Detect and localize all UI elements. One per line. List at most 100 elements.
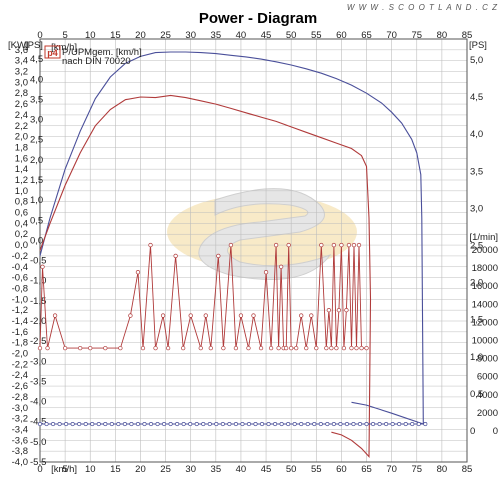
y-tick-kw: 0,2 <box>15 229 28 240</box>
baseline-point <box>162 421 167 427</box>
y-tick-ps-left: 0,0 <box>30 235 43 246</box>
rpm-point <box>359 345 364 351</box>
y-tick-ps-right: 0 <box>470 426 475 437</box>
rpm-point <box>304 345 309 351</box>
x-tick-top: 65 <box>361 30 372 41</box>
baseline-point <box>299 421 304 427</box>
rpm-point <box>188 313 193 318</box>
rpm-point <box>208 345 213 351</box>
x-tick-top: 55 <box>311 30 322 41</box>
x-tick-bottom: 20 <box>135 464 146 475</box>
chart-axes: 0055101015152020252530303535404045455050… <box>8 30 498 475</box>
y-tick-kw: -2,0 <box>12 349 28 360</box>
x-tick-top: 75 <box>411 30 422 41</box>
rpm-point <box>286 242 291 248</box>
rpm-point <box>263 270 269 275</box>
rpm-point <box>268 345 274 351</box>
rpm-point <box>198 345 203 351</box>
y-tick-ps-left: 2,5 <box>30 135 43 146</box>
y-tick-kw: -0,6 <box>12 273 28 284</box>
rpm-point <box>331 242 337 248</box>
baseline-point <box>227 421 232 427</box>
baseline-point <box>331 421 336 427</box>
baseline-point <box>233 421 238 427</box>
rpm-point <box>148 242 153 248</box>
rpm-point <box>233 345 239 351</box>
rpm-point <box>336 308 342 313</box>
x-tick-bottom: 35 <box>211 464 222 475</box>
x-tick-bottom: 15 <box>110 464 121 475</box>
rpm-point <box>326 308 332 313</box>
rpm-point <box>289 345 294 351</box>
x-tick-top: 50 <box>286 30 297 41</box>
baseline-point <box>122 421 127 427</box>
chart-series <box>37 51 428 459</box>
rpm-point <box>118 345 123 351</box>
baseline-point <box>116 421 121 427</box>
rpm-point <box>181 345 186 351</box>
x-tick-top: 45 <box>261 30 272 41</box>
y-tick-ps-left: 2,0 <box>30 155 43 166</box>
x-tick-top: 5 <box>62 30 67 41</box>
rpm-point <box>251 313 256 318</box>
x-tick-bottom: 85 <box>462 464 473 475</box>
y-tick-ps-left: -2,0 <box>30 316 46 327</box>
x-tick-bottom: 65 <box>361 464 372 475</box>
x-tick-bottom: 50 <box>286 464 297 475</box>
y-tick-kw: 1,6 <box>15 153 28 164</box>
rpm-point <box>52 313 58 318</box>
y-tick-kw: 3,6 <box>15 45 28 56</box>
rpm-point <box>140 345 146 351</box>
rpm-point <box>273 242 279 248</box>
rpm-point <box>88 345 93 351</box>
baseline-point <box>253 421 258 427</box>
y-tick-kw: 1,4 <box>15 164 28 175</box>
rpm-point <box>246 345 251 351</box>
y-tick-kw: 1,8 <box>15 142 28 153</box>
baseline-point <box>384 421 389 427</box>
rpm-point <box>314 345 319 351</box>
rpm-point <box>203 313 208 318</box>
baseline-point <box>103 421 108 427</box>
baseline-point <box>201 421 206 427</box>
y-tick-ps-left: 4,0 <box>30 74 43 85</box>
rpm-point <box>276 345 281 351</box>
baseline-point <box>305 421 310 427</box>
y-tick-ps-left: -1,0 <box>30 276 46 287</box>
rpm-point <box>228 242 234 248</box>
y-tick-ps-right: 1,5 <box>470 315 483 326</box>
baseline-point <box>371 421 376 427</box>
baseline-point <box>214 421 219 427</box>
series-line-blue <box>39 51 424 425</box>
x-tick-bottom: 25 <box>160 464 171 475</box>
y-tick-kw: 2,0 <box>15 132 28 143</box>
baseline-point <box>51 421 56 427</box>
rpm-point <box>153 345 158 351</box>
rpm-point <box>40 264 45 269</box>
y-tick-kw: -3,8 <box>12 446 28 457</box>
y-tick-kw: 2,6 <box>15 99 28 110</box>
x-tick-top: 25 <box>160 30 171 41</box>
y-tick-kw: -0,8 <box>12 283 28 294</box>
y-tick-rpm: 20000 <box>472 245 498 256</box>
baseline-point <box>37 421 43 427</box>
rpm-point <box>309 313 314 318</box>
x-tick-top: 70 <box>386 30 397 41</box>
x-tick-bottom: 30 <box>185 464 196 475</box>
y-tick-kw: 0,8 <box>15 197 28 208</box>
y-tick-rpm: 2000 <box>477 408 498 419</box>
y-tick-rpm: 18000 <box>472 263 498 274</box>
baseline-point <box>423 421 428 427</box>
baseline-point <box>246 421 252 427</box>
baseline-point <box>64 421 69 427</box>
x-tick-top: 40 <box>236 30 247 41</box>
y-tick-ps-left: -3,5 <box>30 376 46 387</box>
baseline-point <box>129 421 134 427</box>
rpm-point <box>349 345 354 351</box>
rpm-point <box>324 345 329 351</box>
chart-grid <box>40 39 467 462</box>
baseline-point <box>286 421 291 427</box>
baseline-point <box>83 421 88 427</box>
rpm-point <box>364 345 369 351</box>
